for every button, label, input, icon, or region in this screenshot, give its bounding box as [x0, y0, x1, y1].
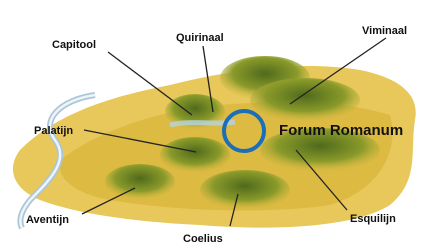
- hill-label: Esquilijn: [350, 213, 396, 225]
- hill-label: Aventijn: [26, 214, 69, 226]
- forum-label: Forum Romanum: [279, 122, 403, 139]
- hill-label: Quirinaal: [176, 32, 224, 44]
- hill-label: Viminaal: [362, 25, 407, 37]
- hills-map: Capitool Quirinaal Viminaal Palatijn Ave…: [0, 0, 438, 249]
- hill-label: Palatijn: [34, 125, 73, 137]
- terrain: [13, 56, 416, 228]
- hill-label: Capitool: [52, 39, 96, 51]
- hill-label: Coelius: [183, 233, 223, 245]
